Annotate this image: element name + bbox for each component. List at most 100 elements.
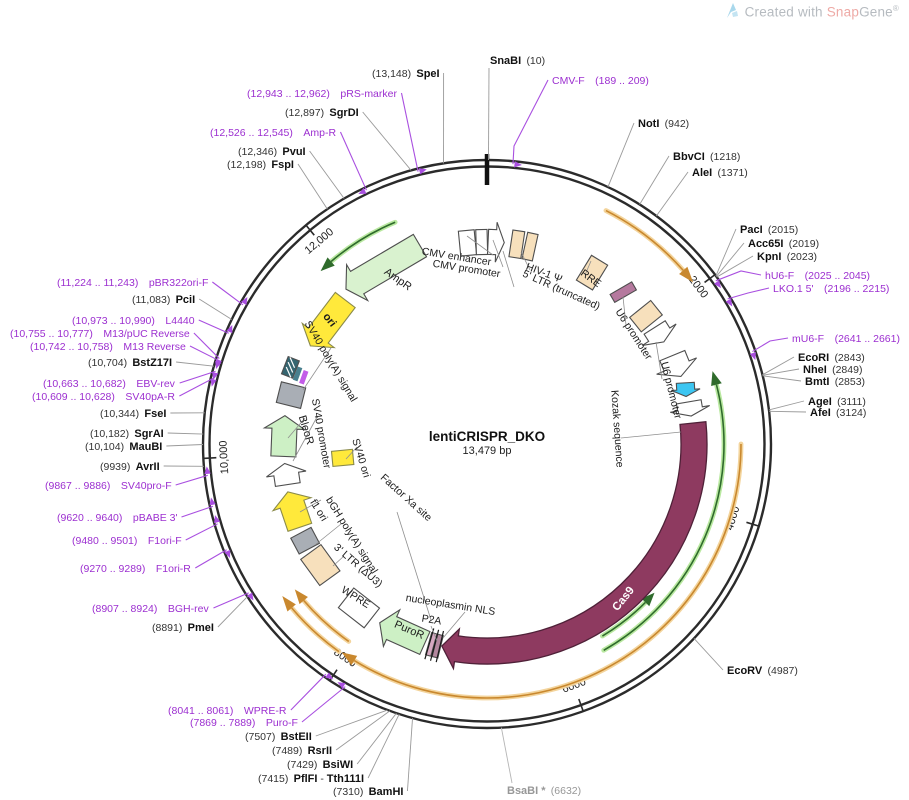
feature-primer-stripe-teal[interactable]	[292, 366, 303, 382]
feature-ampr[interactable]	[335, 228, 430, 307]
feature-bgh-polya[interactable]	[289, 526, 321, 555]
primer-label-f1ori-f[interactable]: (9480 .. 9501) F1ori-F	[72, 535, 182, 547]
primer-label-pbr322ori-f[interactable]: (11,224 .. 11,243) pBR322ori-F	[57, 277, 208, 289]
primer-label-m13-puc-reverse[interactable]: (10,755 .. 10,777) M13/pUC Reverse	[10, 328, 190, 340]
feature-scaffold-arrow[interactable]	[671, 381, 701, 398]
enzyme-label-FspI[interactable]: (12,198) FspI	[227, 159, 294, 171]
primer-label-bgh-rev[interactable]: (8907 .. 8924) BGH-rev	[92, 603, 209, 615]
enzyme-label-PciI[interactable]: (11,083) PciI	[132, 294, 195, 306]
connector-layer	[287, 235, 682, 642]
watermark-text: Created with SnapGene®	[744, 3, 899, 20]
enzyme-label-PacI[interactable]: PacI (2015)	[740, 224, 798, 236]
feature-connector	[430, 625, 438, 642]
feature-5-ltr-truncated[interactable]	[486, 222, 505, 263]
feature-u6-cassette-box[interactable]	[628, 299, 664, 333]
ruler-tick	[305, 224, 315, 236]
primer-label-ebv-rev[interactable]: (10,663 .. 10,682) EBV-rev	[43, 378, 176, 390]
feature-ori[interactable]	[294, 288, 361, 358]
enzyme-label-BstEII[interactable]: (7507) BstEII	[245, 731, 312, 743]
enzyme-label-SgrDI[interactable]: (12,897) SgrDI	[285, 107, 359, 119]
enzyme-label-FseI[interactable]: (10,344) FseI	[100, 408, 166, 420]
feature-label-kozak-sequence[interactable]: Kozak sequence	[608, 390, 625, 468]
primer-label-sv40pro-f[interactable]: (9867 .. 9886) SV40pro-F	[45, 480, 172, 492]
feature-u6-promoter-2[interactable]	[652, 347, 701, 384]
primer-arrowhead	[210, 378, 217, 387]
feature-3-ltr-du3[interactable]	[299, 543, 341, 587]
feature-label-p2a[interactable]: P2A	[421, 613, 442, 628]
enzyme-label-AvrII[interactable]: (9939) AvrII	[100, 461, 160, 473]
enzyme-label-MauBI[interactable]: (10,104) MauBI	[85, 441, 162, 453]
primer-label-cmv-f[interactable]: CMV-F (189 .. 209)	[552, 75, 649, 87]
primer-label-m13-reverse[interactable]: (10,742 .. 10,758) M13 Reverse	[30, 341, 186, 353]
primer-callout	[195, 549, 227, 569]
primer-label-amp-r[interactable]: (12,526 .. 12,545) Amp-R	[210, 127, 336, 139]
enzyme-label-BmtI[interactable]: BmtI (2853)	[805, 376, 865, 388]
enzyme-callout	[315, 709, 388, 737]
primer-label-lko-1-5-[interactable]: LKO.1 5' (2196 .. 2215)	[773, 283, 889, 295]
feature-wpre[interactable]	[337, 587, 381, 629]
enzyme-label-EcoRV[interactable]: EcoRV (4987)	[727, 665, 798, 677]
feature-primer-stripe-violet[interactable]	[299, 370, 309, 385]
enzyme-label-PmeI[interactable]: (8891) PmeI	[152, 622, 214, 634]
enzyme-callout	[693, 638, 724, 671]
enzyme-label-NotI[interactable]: NotI (942)	[638, 118, 689, 130]
feature-bleor[interactable]	[262, 415, 307, 458]
primer-label-mu6-f[interactable]: mU6-F (2641 .. 2661)	[792, 333, 900, 345]
feature-puror[interactable]	[372, 605, 434, 662]
orange-orf-arrowhead	[294, 589, 308, 605]
enzyme-label-NheI[interactable]: NheI (2849)	[803, 364, 862, 376]
primer-arrowhead	[240, 296, 248, 306]
ruler-label: 12,000	[303, 226, 336, 257]
enzyme-label-EcoRI[interactable]: EcoRI (2843)	[798, 352, 865, 364]
enzyme-label-AleI[interactable]: AleI (1371)	[692, 167, 748, 179]
enzyme-label-BbvCI[interactable]: BbvCI (1218)	[673, 151, 740, 163]
enzyme-label-RsrII[interactable]: (7489) RsrII	[272, 745, 332, 757]
orange-orf-arrowhead	[679, 266, 694, 283]
feature-sv40-ori[interactable]	[330, 448, 355, 468]
ruler-tick	[578, 698, 585, 712]
enzyme-callout	[176, 361, 214, 367]
primer-label-sv40pa-r[interactable]: (10,609 .. 10,628) SV40pA-R	[32, 391, 175, 403]
green-orf-arc	[603, 384, 725, 651]
enzyme-label-SnaBI[interactable]: SnaBI (10)	[490, 55, 545, 67]
primer-label-pbabe-3-[interactable]: (9620 .. 9640) pBABE 3'	[57, 512, 178, 524]
feature-hiv1-psi-a[interactable]	[508, 229, 526, 260]
enzyme-label-BsaBI[interactable]: BsaBI * (6632)	[507, 785, 581, 797]
feature-f1-ori[interactable]	[269, 485, 319, 533]
enzyme-label-AgeI[interactable]: AgeI (3111)	[808, 396, 866, 408]
feature-lac-hatch-box[interactable]	[280, 355, 301, 379]
feature-u6-arrow-a[interactable]	[638, 317, 681, 353]
enzyme-label-KpnI[interactable]: KpnI (2023)	[757, 251, 817, 263]
feature-hiv1-psi-b[interactable]	[521, 231, 539, 262]
enzyme-label-BstZ17I[interactable]: (10,704) BstZ17I	[88, 357, 172, 369]
ruler-tick	[704, 273, 716, 284]
feature-label-factor-xa-site[interactable]: Factor Xa site	[378, 472, 434, 524]
enzyme-callout	[167, 432, 204, 435]
primer-arrowhead	[215, 359, 222, 368]
enzyme-label-PvuI[interactable]: (12,346) PvuI	[238, 146, 306, 158]
feature-rre[interactable]	[575, 254, 609, 291]
primer-label-wpre-r[interactable]: (8041 .. 8061) WPRE-R	[168, 705, 287, 717]
feature-cmv-promoter[interactable]	[475, 228, 489, 256]
primer-label-hu6-f[interactable]: hU6-F (2025 .. 2045)	[765, 270, 870, 282]
enzyme-label-SgrAI[interactable]: (10,182) SgrAI	[90, 428, 164, 440]
primer-label-puro-f[interactable]: (7869 .. 7889) Puro-F	[190, 717, 298, 729]
primer-label-l4440[interactable]: (10,973 .. 10,990) L4440	[72, 315, 195, 327]
feature-kozak-arrow[interactable]	[669, 398, 711, 419]
enzyme-label-BamHI[interactable]: (7310) BamHI	[333, 786, 403, 798]
feature-sv40-polya[interactable]	[275, 381, 307, 410]
feature-sv40-promoter[interactable]	[265, 461, 308, 488]
primer-callout	[752, 337, 789, 353]
enzyme-label-AfeI[interactable]: AfeI (3124)	[810, 407, 866, 419]
enzyme-label-SpeI[interactable]: (13,148) SpeI	[372, 68, 440, 80]
feature-label-nucleoplasmin-nls[interactable]: nucleoplasmin NLS	[405, 592, 496, 618]
enzyme-label-Acc65I[interactable]: Acc65I (2019)	[748, 238, 819, 250]
feature-connector	[584, 260, 592, 276]
primer-label-f1ori-r[interactable]: (9270 .. 9289) F1ori-R	[80, 563, 191, 575]
enzyme-label-PflFI[interactable]: (7415) PflFI - Tth111I	[258, 773, 364, 785]
primer-label-prs-marker[interactable]: (12,943 .. 12,962) pRS-marker	[247, 88, 397, 100]
enzyme-label-BsiWI[interactable]: (7429) BsiWI	[287, 759, 353, 771]
feature-u6-promoter-1[interactable]	[609, 281, 638, 304]
feature-cas9[interactable]	[441, 421, 708, 671]
